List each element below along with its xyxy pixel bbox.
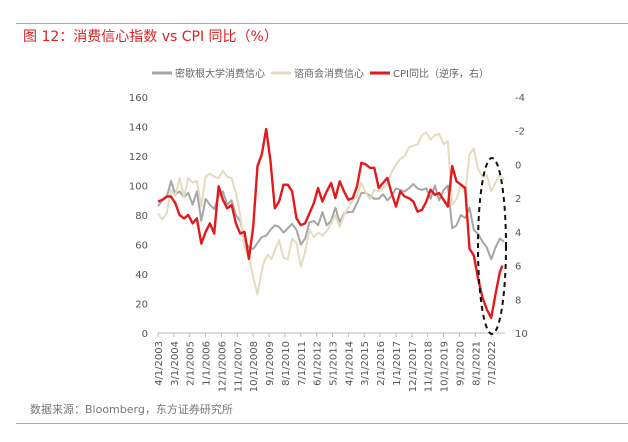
x-tick-label: 5/1/2013 [329, 341, 340, 386]
x-tick-label: 8/1/2010 [281, 341, 292, 386]
x-tick-label: 8/1/2021 [471, 341, 482, 386]
y2-tick-label: 8 [515, 295, 521, 306]
y2-tick-label: 6 [515, 262, 521, 273]
source-note: 数据来源：Bloomberg，东方证券研究所 [30, 403, 233, 416]
y2-tick-label: 10 [515, 329, 528, 340]
y2-tick-label: -2 [515, 127, 525, 138]
legend-label-2: CPI同比（逆序，右） [393, 67, 489, 80]
highlight-ellipse [477, 157, 507, 335]
legend-label-0: 密歇根大学消费信心 [175, 67, 265, 80]
x-tick-label: 7/1/2011 [297, 341, 308, 386]
series-line-0 [157, 180, 505, 261]
y-tick-label: 120 [129, 152, 148, 163]
legend-label-1: 谘商会消费信心 [294, 67, 364, 80]
y-tick-label: 160 [129, 93, 148, 104]
y-tick-label: 20 [135, 300, 148, 311]
x-tick-label: 11/1/2007 [233, 341, 244, 392]
x-tick-label: 9/1/2020 [455, 341, 466, 386]
y-tick-label: 0 [142, 329, 148, 340]
x-tick-label: 12/1/2017 [408, 341, 419, 392]
y2-tick-label: 2 [515, 194, 521, 205]
x-tick-label: 10/1/2019 [440, 341, 451, 392]
x-tick-label: 12/1/2006 [217, 341, 228, 392]
x-tick-label: 11/1/2018 [424, 341, 435, 392]
x-tick-label: 1/1/2006 [202, 341, 213, 386]
y-tick-label: 60 [135, 241, 148, 252]
series-line-2 [157, 127, 504, 319]
x-tick-label: 4/1/2003 [154, 341, 165, 386]
bottom-rule [16, 423, 628, 424]
y2-tick-label: 4 [515, 228, 521, 239]
y2-tick-label: -4 [515, 93, 525, 104]
x-tick-label: 3/1/2015 [360, 341, 371, 386]
y-tick-label: 40 [135, 270, 148, 281]
x-tick-label: 10/1/2008 [249, 341, 260, 392]
x-tick-label: 2/1/2016 [376, 341, 387, 386]
y-tick-label: 100 [129, 182, 148, 193]
x-tick-label: 7/1/2022 [487, 341, 498, 386]
chart-title: 图 12：消费信心指数 vs CPI 同比（%） [23, 29, 278, 45]
x-tick-label: 4/1/2014 [344, 341, 355, 386]
y-tick-label: 140 [129, 123, 148, 134]
x-tick-label: 9/1/2009 [265, 341, 276, 386]
series-line-1 [157, 131, 505, 296]
x-tick-label: 2/1/2005 [186, 341, 197, 386]
y2-tick-label: 0 [515, 160, 521, 171]
x-tick-label: 3/1/2004 [170, 341, 181, 386]
x-tick-label: 1/1/2017 [392, 341, 403, 386]
top-rule [16, 23, 628, 24]
y-tick-label: 80 [135, 211, 148, 222]
x-tick-label: 6/1/2012 [313, 341, 324, 386]
